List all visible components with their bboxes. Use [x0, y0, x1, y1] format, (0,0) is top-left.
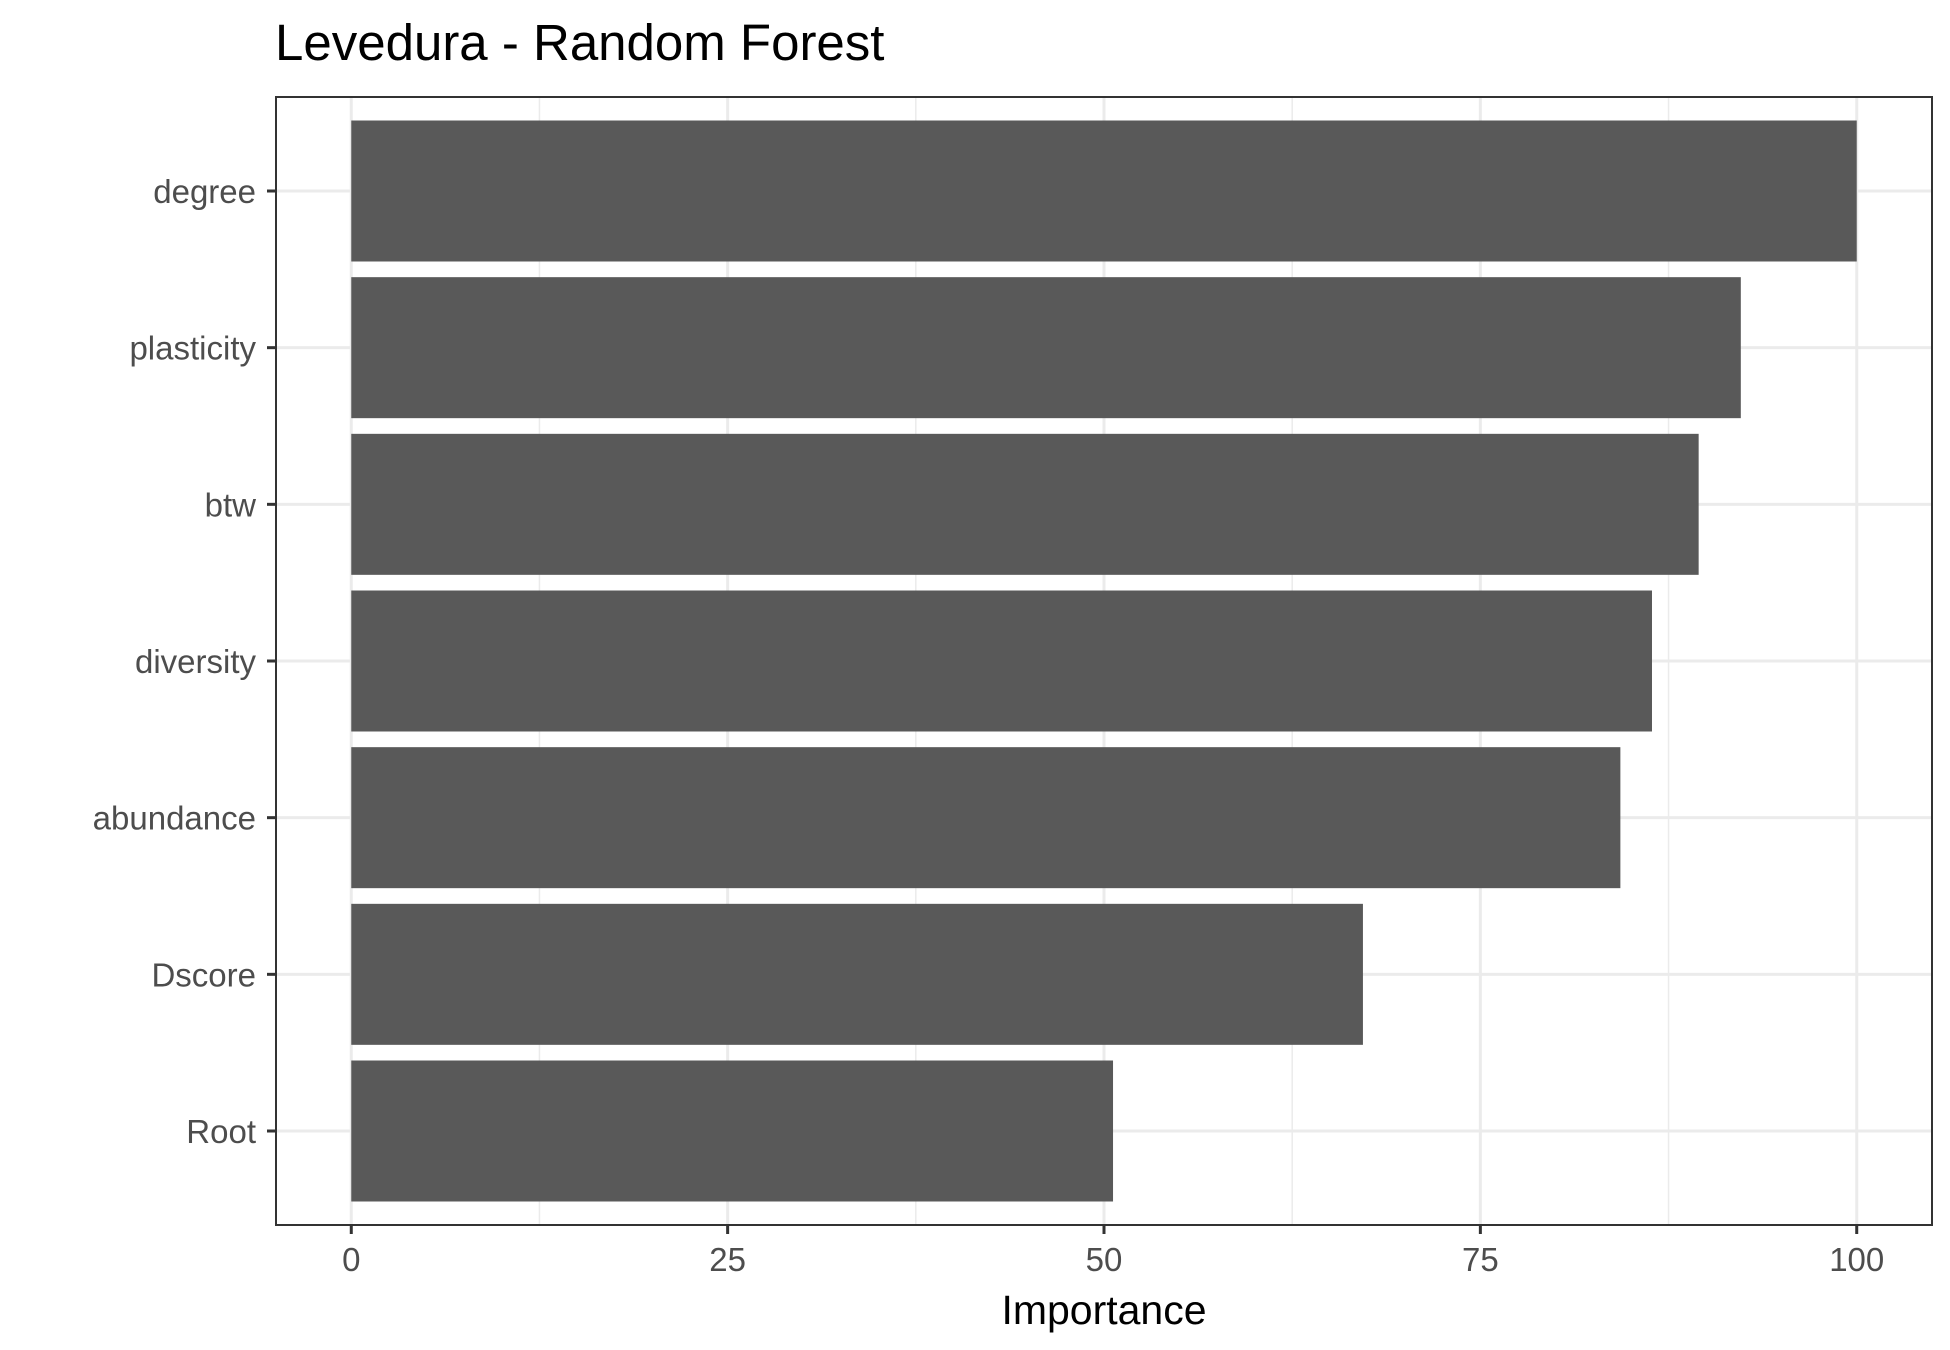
- y-tick-label: degree: [153, 173, 256, 210]
- x-axis: 0 25 50 75 100: [342, 1225, 1884, 1278]
- bar-root: [351, 1060, 1114, 1202]
- bars: [351, 120, 1857, 1202]
- y-axis: degree plasticity btw diversity abundance Dsc…: [93, 173, 276, 1150]
- chart-title: Levedura - Random Forest: [275, 14, 884, 71]
- y-tick-label: Root: [186, 1113, 256, 1150]
- x-tick-label: 50: [1086, 1241, 1123, 1278]
- bar-diversity: [351, 590, 1652, 732]
- y-tick-label: plasticity: [129, 330, 256, 367]
- bar-btw: [351, 433, 1699, 575]
- x-tick-label: 25: [709, 1241, 746, 1278]
- bar-plasticity: [351, 277, 1741, 419]
- x-tick-label: 0: [342, 1241, 360, 1278]
- bar-abundance: [351, 747, 1621, 889]
- y-tick-label: btw: [205, 486, 257, 523]
- bar-degree: [351, 120, 1857, 262]
- y-tick-label: abundance: [93, 800, 256, 837]
- bar-dscore: [351, 903, 1363, 1045]
- x-axis-title: Importance: [1001, 1287, 1206, 1333]
- x-tick-label: 100: [1829, 1241, 1884, 1278]
- y-tick-label: diversity: [135, 643, 257, 680]
- x-tick-label: 75: [1462, 1241, 1499, 1278]
- y-tick-label: Dscore: [151, 956, 256, 993]
